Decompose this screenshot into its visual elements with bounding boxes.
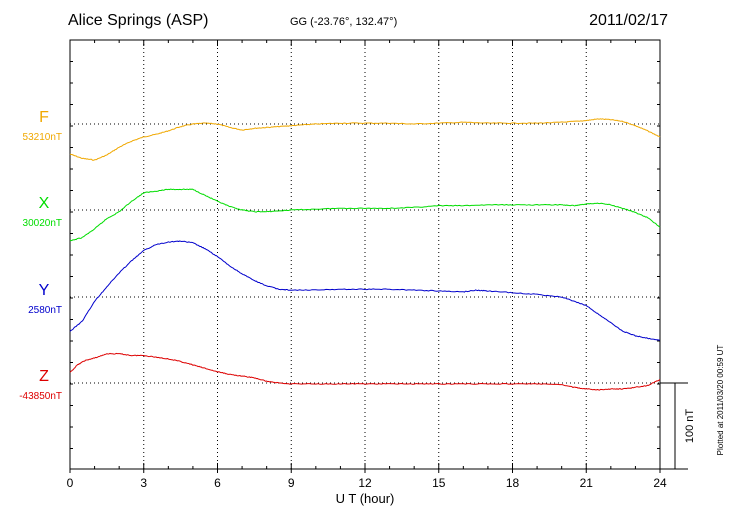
series-labels: F 53210nT X 30020nT Y 2580nT Z -43850nT xyxy=(19,109,62,402)
series-name-y: Y xyxy=(39,282,50,299)
series-line-x xyxy=(70,188,661,242)
series-name-x: X xyxy=(39,195,50,212)
x-axis-label: U T (hour) xyxy=(336,491,395,506)
series-name-f: F xyxy=(39,109,49,126)
x-tick-label: 9 xyxy=(288,476,295,490)
x-tick-label: 6 xyxy=(214,476,221,490)
plotted-timestamp: Plotted at 2011/03/20 00:59 UT xyxy=(716,345,725,456)
x-tick-label: 24 xyxy=(653,476,667,490)
scale-bar-label: 100 nT xyxy=(684,409,696,444)
date-label: 2011/02/17 xyxy=(589,12,668,29)
x-tick-label: 15 xyxy=(432,476,446,490)
scale-bar: 100 nT xyxy=(660,382,696,470)
series-baseline-x: 30020nT xyxy=(23,218,62,229)
series-baseline-y: 2580nT xyxy=(28,305,62,316)
x-tick-label: 21 xyxy=(580,476,594,490)
series-name-z: Z xyxy=(39,368,49,385)
x-tick-label: 12 xyxy=(358,476,372,490)
x-tick-label: 0 xyxy=(67,476,74,490)
series-lines xyxy=(69,118,661,391)
series-line-f xyxy=(69,118,661,161)
series-baseline-z: -43850nT xyxy=(19,391,62,402)
station-coordinates: GG (-23.76°, 132.47°) xyxy=(290,16,397,28)
series-line-y xyxy=(69,240,661,341)
axis-ticks: 0 3 6 9 12 15 18 21 24 xyxy=(67,39,667,490)
x-tick-label: 3 xyxy=(140,476,147,490)
series-baseline-f: 53210nT xyxy=(23,132,62,143)
station-title: Alice Springs (ASP) xyxy=(68,12,209,29)
x-tick-label: 18 xyxy=(506,476,520,490)
grid-lines xyxy=(143,40,587,469)
series-line-z xyxy=(69,352,661,391)
